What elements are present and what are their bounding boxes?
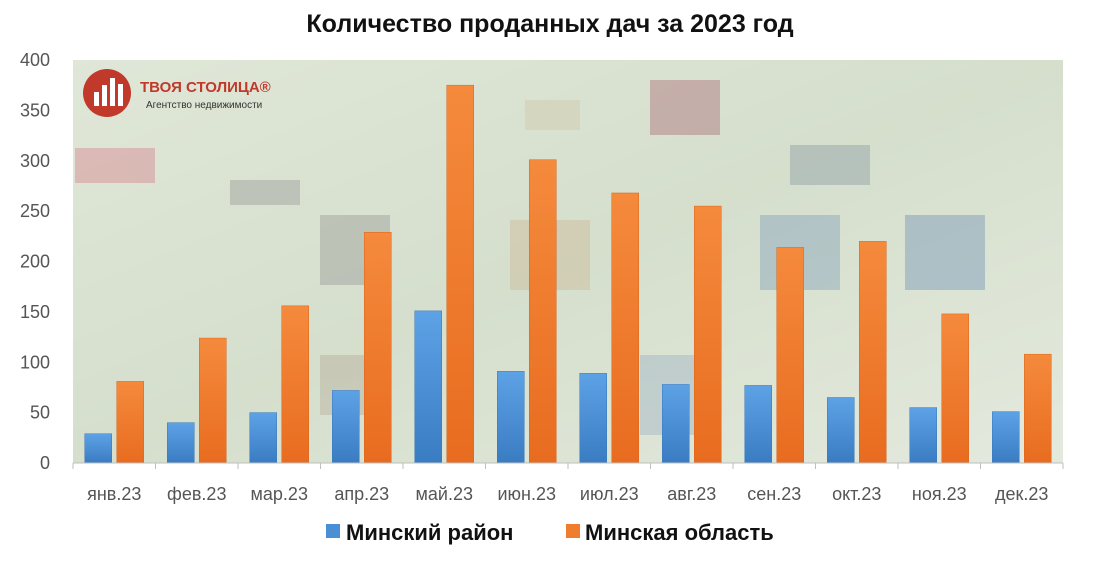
- logo-tagline: Агентство недвижимости: [146, 100, 262, 111]
- logo-name: ТВОЯ СТОЛИЦА®: [140, 79, 271, 96]
- bar-minsk-district-1: [84, 433, 112, 464]
- y-tick-label: 400: [20, 50, 50, 70]
- x-tick-label: июл.23: [580, 484, 639, 504]
- bar-minsk-district-6: [497, 371, 525, 464]
- bar-minsk-region-11: [941, 313, 969, 464]
- bar-minsk-district-5: [414, 310, 442, 464]
- chart-title: Количество проданных дач за 2023 год: [306, 10, 794, 38]
- y-tick-label: 150: [20, 302, 50, 322]
- bar-minsk-district-12: [992, 411, 1020, 464]
- x-axis: янв.23 фев.23 мар.23 апр.23 май.23 июн.23 июл.…: [72, 463, 1064, 504]
- bar-minsk-district-7: [579, 373, 607, 464]
- x-tick-label: авг.23: [667, 484, 716, 504]
- legend-swatch: [326, 524, 340, 538]
- x-tick-label: дек.23: [995, 484, 1048, 504]
- x-tick-label: июн.23: [497, 484, 556, 504]
- legend-label: Минский район: [346, 520, 513, 545]
- bar-minsk-region-10: [859, 241, 887, 464]
- bar-minsk-district-4: [332, 390, 360, 464]
- y-tick-label: 100: [20, 352, 50, 372]
- bar-minsk-region-5: [446, 84, 474, 464]
- y-tick-label: 300: [20, 151, 50, 171]
- bar-minsk-region-12: [1024, 353, 1052, 464]
- y-tick-label: 200: [20, 252, 50, 272]
- x-tick-label: май.23: [416, 484, 473, 504]
- bar-minsk-district-10: [827, 397, 855, 464]
- y-tick-label: 0: [40, 453, 50, 473]
- bar-minsk-region-7: [611, 192, 639, 464]
- x-tick-label: янв.23: [87, 484, 141, 504]
- bar-minsk-district-2: [167, 422, 195, 464]
- bar-minsk-region-2: [199, 337, 227, 464]
- bar-minsk-region-4: [364, 232, 392, 464]
- bar-minsk-region-3: [281, 305, 309, 464]
- bar-minsk-region-6: [529, 159, 557, 464]
- bar-minsk-district-8: [662, 384, 690, 464]
- y-tick-label: 350: [20, 100, 50, 120]
- y-axis: 0 50 100 150 200 250 300 350 400: [20, 50, 50, 473]
- bar-minsk-region-9: [776, 247, 804, 464]
- bar-minsk-region-1: [116, 381, 144, 464]
- bar-minsk-region-8: [694, 205, 722, 464]
- legend-swatch: [566, 524, 580, 538]
- legend-label: Минская область: [585, 520, 774, 545]
- brand-logo: ТВОЯ СТОЛИЦА® Агентство недвижимости: [83, 69, 271, 117]
- x-tick-label: фев.23: [167, 484, 226, 504]
- x-tick-label: окт.23: [832, 484, 881, 504]
- x-tick-label: ноя.23: [912, 484, 967, 504]
- x-tick-label: сен.23: [747, 484, 801, 504]
- x-tick-label: мар.23: [251, 484, 308, 504]
- y-tick-label: 50: [30, 403, 50, 423]
- bar-minsk-district-3: [249, 412, 277, 464]
- x-tick-label: апр.23: [334, 484, 389, 504]
- legend: Минский район Минская область: [326, 520, 774, 545]
- bar-minsk-district-11: [909, 407, 937, 464]
- y-tick-label: 250: [20, 201, 50, 221]
- bar-minsk-district-9: [744, 385, 772, 464]
